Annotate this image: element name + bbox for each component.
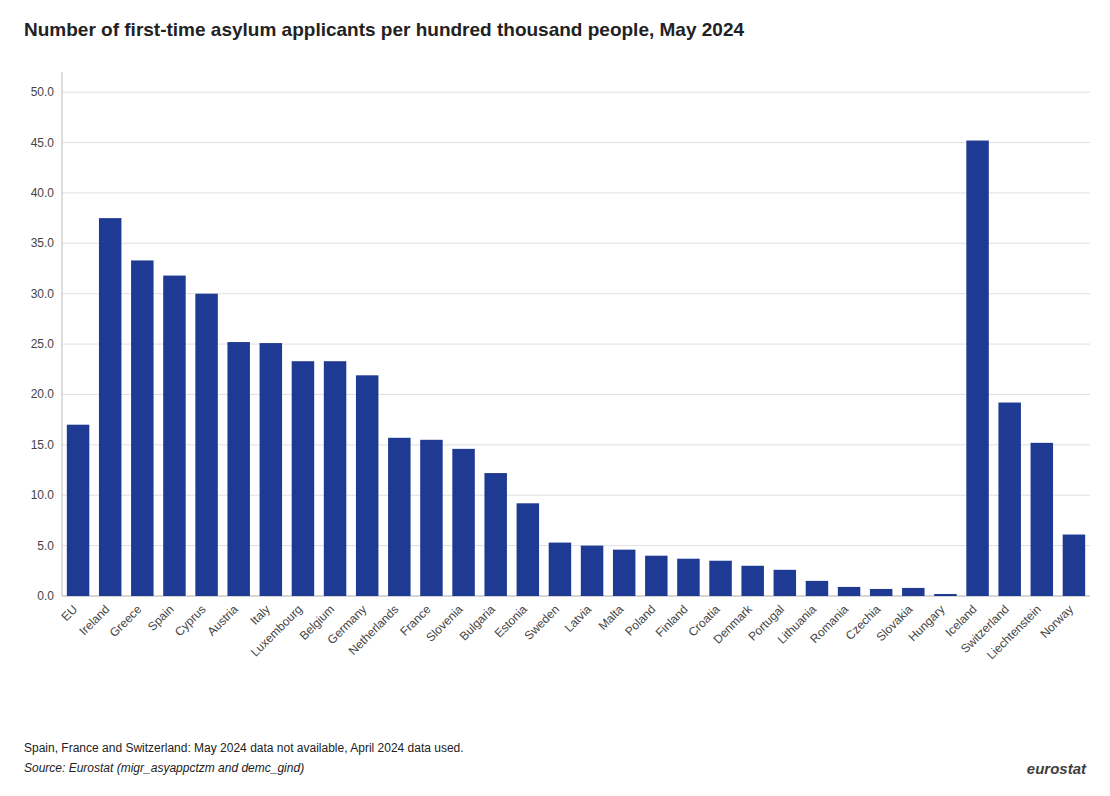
y-tick-label: 10.0 <box>31 488 55 502</box>
x-tick-label: Bulgaria <box>457 602 498 643</box>
x-tick-label: Denmark <box>710 602 755 647</box>
bar <box>1031 443 1053 596</box>
x-tick-label: Austria <box>204 602 241 639</box>
bar <box>388 438 410 596</box>
bar <box>484 473 506 596</box>
bar <box>581 546 603 596</box>
x-tick-label: Hungary <box>906 602 948 644</box>
bar <box>420 440 442 596</box>
x-tick-label: Greece <box>107 602 145 640</box>
bar <box>549 543 571 596</box>
bar <box>838 587 860 596</box>
bar <box>227 342 249 596</box>
x-tick-label: Luxembourg <box>248 602 305 659</box>
bar <box>966 141 988 596</box>
annotation: eurostat <box>1027 760 1087 777</box>
bar <box>324 361 346 596</box>
x-tick-label: Ireland <box>76 602 112 638</box>
bar <box>1063 535 1085 596</box>
grid-line <box>62 142 1090 143</box>
grid <box>62 92 1090 596</box>
bar <box>677 559 699 596</box>
bar <box>260 343 282 596</box>
x-tick-label: EU <box>58 602 80 624</box>
y-tick-label: 0.0 <box>37 589 54 603</box>
x-tick-label: Cyprus <box>172 602 209 639</box>
y-tick-label: 40.0 <box>31 186 55 200</box>
title: Number of first-time asylum applicants p… <box>24 19 744 40</box>
x-tick-label: Latvia <box>562 602 595 635</box>
y-tick-label: 5.0 <box>37 539 54 553</box>
x-tick-label: Finland <box>653 602 691 640</box>
bar <box>870 589 892 596</box>
chart: Number of first-time asylum applicants p… <box>0 0 1110 796</box>
x-tick-label: Liechtenstein <box>984 602 1044 662</box>
bar <box>998 403 1020 596</box>
bar <box>131 260 153 596</box>
y-tick-label: 35.0 <box>31 236 55 250</box>
bar <box>517 503 539 596</box>
bar <box>709 561 731 596</box>
x-tick-label: Sweden <box>521 602 562 643</box>
bar <box>613 550 635 596</box>
x-tick-label: Italy <box>247 602 272 627</box>
bar <box>163 276 185 596</box>
x-tick-label: Norway <box>1037 602 1076 641</box>
annotation: Source: Eurostat (migr_asyappctzm and de… <box>24 761 304 775</box>
y-tick-label: 20.0 <box>31 387 55 401</box>
x-tick-label: Netherlands <box>346 602 402 658</box>
y-tick-label: 45.0 <box>31 136 55 150</box>
x-tick-label: Romania <box>807 602 851 646</box>
grid-line <box>62 92 1090 93</box>
y-tick-label: 15.0 <box>31 438 55 452</box>
y-axis-line <box>62 72 63 596</box>
grid-line <box>62 192 1090 193</box>
x-tick-label: Poland <box>622 602 658 638</box>
y-tick-label: 25.0 <box>31 337 55 351</box>
bar <box>195 294 217 596</box>
bar <box>902 588 924 596</box>
bar <box>67 425 89 596</box>
annotation: Spain, France and Switzerland: May 2024 … <box>24 741 464 755</box>
bar <box>452 449 474 596</box>
chart-container: Number of first-time asylum applicants p… <box>0 0 1110 796</box>
y-tick-label: 50.0 <box>31 85 55 99</box>
bar <box>99 218 121 596</box>
bar <box>645 556 667 596</box>
bar <box>774 570 796 596</box>
bars <box>67 141 1085 596</box>
grid-line <box>62 243 1090 244</box>
bar <box>741 566 763 596</box>
x-tick-label: Slovenia <box>423 602 466 645</box>
bar <box>806 581 828 596</box>
y-tick-label: 30.0 <box>31 287 55 301</box>
bar <box>356 375 378 596</box>
bar <box>292 361 314 596</box>
bar <box>934 594 956 596</box>
